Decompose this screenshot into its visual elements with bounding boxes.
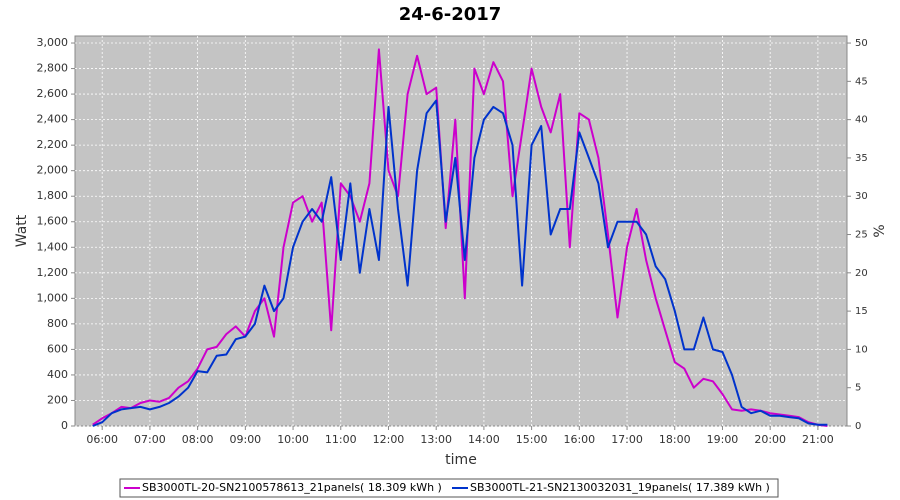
y-tick-label: 1,600 — [37, 215, 69, 228]
y2-tick-label: 25 — [855, 230, 868, 241]
y-tick-label: 1,000 — [37, 291, 69, 304]
x-tick-label: 06:00 — [86, 433, 118, 446]
y-tick-label: 1,400 — [37, 240, 69, 253]
x-tick-label: 12:00 — [373, 433, 405, 446]
x-tick-label: 17:00 — [611, 433, 643, 446]
x-tick-label: 15:00 — [516, 433, 548, 446]
x-axis-title: time — [445, 452, 477, 468]
x-tick-label: 19:00 — [707, 433, 739, 446]
y-tick-label: 400 — [47, 368, 68, 381]
y-tick-label: 0 — [61, 419, 68, 432]
x-tick-label: 09:00 — [229, 433, 261, 446]
y2-tick-label: 50 — [855, 38, 868, 49]
y-tick-label: 2,400 — [37, 113, 69, 126]
y-tick-label: 2,800 — [37, 62, 69, 75]
y2-tick-label: 20 — [855, 268, 868, 279]
y-tick-label: 2,000 — [37, 164, 69, 177]
y-tick-label: 2,600 — [37, 87, 69, 100]
y-tick-label: 600 — [47, 342, 68, 355]
legend-label: SB3000TL-21-SN2130032031_19panels( 17.38… — [470, 481, 770, 494]
x-tick-label: 16:00 — [563, 433, 595, 446]
x-tick-label: 08:00 — [182, 433, 214, 446]
x-tick-label: 18:00 — [659, 433, 691, 446]
y2-tick-label: 5 — [855, 383, 861, 394]
x-tick-label: 21:00 — [802, 433, 834, 446]
y-tick-label: 800 — [47, 317, 68, 330]
legend-label: SB3000TL-20-SN2100578613_21panels( 18.30… — [142, 481, 442, 494]
y-tick-label: 1,800 — [37, 189, 69, 202]
x-tick-label: 07:00 — [134, 433, 166, 446]
y-tick-label: 3,000 — [37, 36, 69, 49]
y2-tick-label: 35 — [855, 153, 868, 164]
y-tick-label: 1,200 — [37, 266, 69, 279]
legend — [119, 478, 779, 498]
y-tick-label: 200 — [47, 393, 68, 406]
x-tick-label: 11:00 — [325, 433, 357, 446]
y-axis-title: Watt — [14, 214, 30, 247]
y2-tick-label: 40 — [855, 115, 868, 126]
x-tick-label: 14:00 — [468, 433, 500, 446]
y-tick-label: 2,200 — [37, 138, 69, 151]
y2-tick-label: 0 — [855, 421, 861, 432]
x-tick-label: 20:00 — [754, 433, 786, 446]
series-line — [92, 99, 828, 427]
x-tick-label: 10:00 — [277, 433, 309, 446]
y2-tick-label: 15 — [855, 306, 868, 317]
chart-title: 24-6-2017 — [399, 4, 502, 25]
y2-tick-label: 45 — [855, 76, 868, 87]
y2-axis-title: % — [872, 224, 888, 237]
y2-tick-label: 30 — [855, 191, 868, 202]
x-tick-label: 13:00 — [420, 433, 452, 446]
y2-tick-label: 10 — [855, 344, 868, 355]
